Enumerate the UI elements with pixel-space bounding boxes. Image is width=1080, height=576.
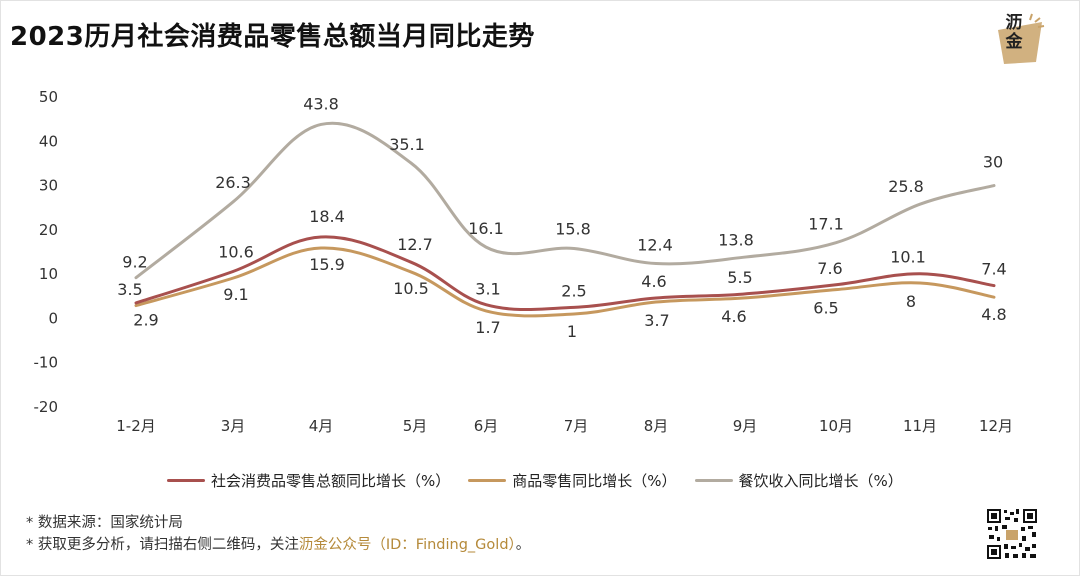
follow-note-suffix: 。 <box>515 537 531 553</box>
legend-swatch-goods <box>468 479 507 482</box>
legend-label-goods: 商品零售同比增长（%） <box>512 472 677 490</box>
data-label-total: 12.7 <box>397 235 433 254</box>
y-tick-label: 50 <box>39 88 58 106</box>
legend-label-total: 社会消费品零售总额同比增长（%） <box>211 472 451 490</box>
y-tick-label: 40 <box>39 132 58 150</box>
source-note: * 数据来源：国家统计局 <box>26 515 183 531</box>
y-tick-label: 30 <box>39 177 58 195</box>
data-label-goods: 2.9 <box>133 311 158 330</box>
logo-text: 沥金 <box>1005 13 1023 52</box>
data-label-total: 3.5 <box>117 280 142 299</box>
x-tick-label: 9月 <box>733 417 758 435</box>
x-tick-label: 1-2月 <box>116 417 156 435</box>
legend-item-total: 社会消费品零售总额同比增长（%） <box>167 470 450 491</box>
y-tick-label: 0 <box>48 309 58 327</box>
follow-note-prefix: * 获取更多分析，请扫描右侧二维码，关注 <box>26 537 299 553</box>
x-tick-label: 8月 <box>644 417 669 435</box>
follow-note: * 获取更多分析，请扫描右侧二维码，关注沥金公众号（ID：Finding_Gol… <box>26 534 530 556</box>
data-label-catering: 30 <box>983 153 1003 172</box>
data-label-total: 10.1 <box>890 248 926 267</box>
data-label-catering: 35.1 <box>389 135 425 154</box>
footnotes: * 数据来源：国家统计局 * 获取更多分析，请扫描右侧二维码，关注沥金公众号（I… <box>26 512 530 556</box>
data-label-total: 7.6 <box>817 259 842 278</box>
data-label-total: 5.5 <box>727 268 752 287</box>
data-label-goods: 1 <box>567 322 577 341</box>
data-label-goods: 9.1 <box>223 285 248 304</box>
x-tick-label: 5月 <box>403 417 428 435</box>
series-lines <box>134 121 996 318</box>
legend-label-catering: 餐饮收入同比增长（%） <box>738 472 903 490</box>
data-label-catering: 9.2 <box>122 253 147 272</box>
y-tick-label: -10 <box>34 354 59 372</box>
x-tick-label: 10月 <box>819 417 853 435</box>
data-label-catering: 25.8 <box>888 177 924 196</box>
y-axis-ticks: 50 40 30 20 10 0 -10 -20 <box>34 88 59 416</box>
x-tick-label: 12月 <box>979 417 1013 435</box>
x-tick-label: 4月 <box>309 417 334 435</box>
y-tick-label: -20 <box>34 398 59 416</box>
data-label-total: 18.4 <box>309 207 345 226</box>
series-line-goods <box>134 246 996 318</box>
series-line-total <box>134 235 996 312</box>
x-tick-label: 7月 <box>564 417 589 435</box>
series-line-catering <box>134 121 996 280</box>
data-label-goods: 15.9 <box>309 255 345 274</box>
y-tick-label: 10 <box>39 265 58 283</box>
legend-swatch-total <box>167 479 205 482</box>
data-label-catering: 26.3 <box>215 173 251 192</box>
data-label-goods: 10.5 <box>393 279 429 298</box>
data-labels: 3.5 10.6 18.4 12.7 3.1 2.5 4.6 5.5 7.6 10.1 7.4 2.9… <box>117 94 1006 341</box>
data-label-total: 2.5 <box>561 281 586 300</box>
data-label-total: 3.1 <box>475 280 500 299</box>
data-label-goods: 6.5 <box>813 299 838 318</box>
qr-code-icon[interactable] <box>986 508 1038 560</box>
wechat-account-link[interactable]: 沥金公众号（ID：Finding_Gold） <box>298 537 516 553</box>
y-tick-label: 20 <box>39 221 58 239</box>
chart-title: 2023历月社会消费品零售总额当月同比走势 <box>10 22 535 52</box>
data-label-catering: 16.1 <box>468 219 504 238</box>
data-label-goods: 4.6 <box>721 307 746 326</box>
data-label-catering: 17.1 <box>808 215 844 234</box>
x-tick-label: 11月 <box>903 417 937 435</box>
data-label-goods: 4.8 <box>981 305 1006 324</box>
data-label-goods: 1.7 <box>475 318 500 337</box>
data-label-goods: 8 <box>906 292 916 311</box>
data-label-catering: 43.8 <box>303 94 339 113</box>
chart-legend: 社会消费品零售总额同比增长（%） 商品零售同比增长（%） 餐饮收入同比增长（%） <box>167 470 921 491</box>
data-label-total: 7.4 <box>981 260 1006 279</box>
data-label-goods: 3.7 <box>644 311 669 330</box>
x-tick-label: 6月 <box>474 417 499 435</box>
legend-swatch-catering <box>694 479 733 482</box>
legend-item-catering: 餐饮收入同比增长（%） <box>694 470 903 491</box>
gold-ingot-logo-icon <box>998 13 1045 64</box>
data-label-total: 4.6 <box>641 272 666 291</box>
x-tick-label: 3月 <box>221 417 246 435</box>
data-label-total: 10.6 <box>218 242 254 261</box>
data-label-catering: 12.4 <box>637 236 673 255</box>
legend-item-goods: 商品零售同比增长（%） <box>468 470 677 491</box>
data-label-catering: 13.8 <box>718 230 754 249</box>
x-axis-ticks: 1-2月 3月 4月 5月 6月 7月 8月 9月 10月 11月 12月 <box>116 417 1013 435</box>
data-label-catering: 15.8 <box>555 219 591 238</box>
